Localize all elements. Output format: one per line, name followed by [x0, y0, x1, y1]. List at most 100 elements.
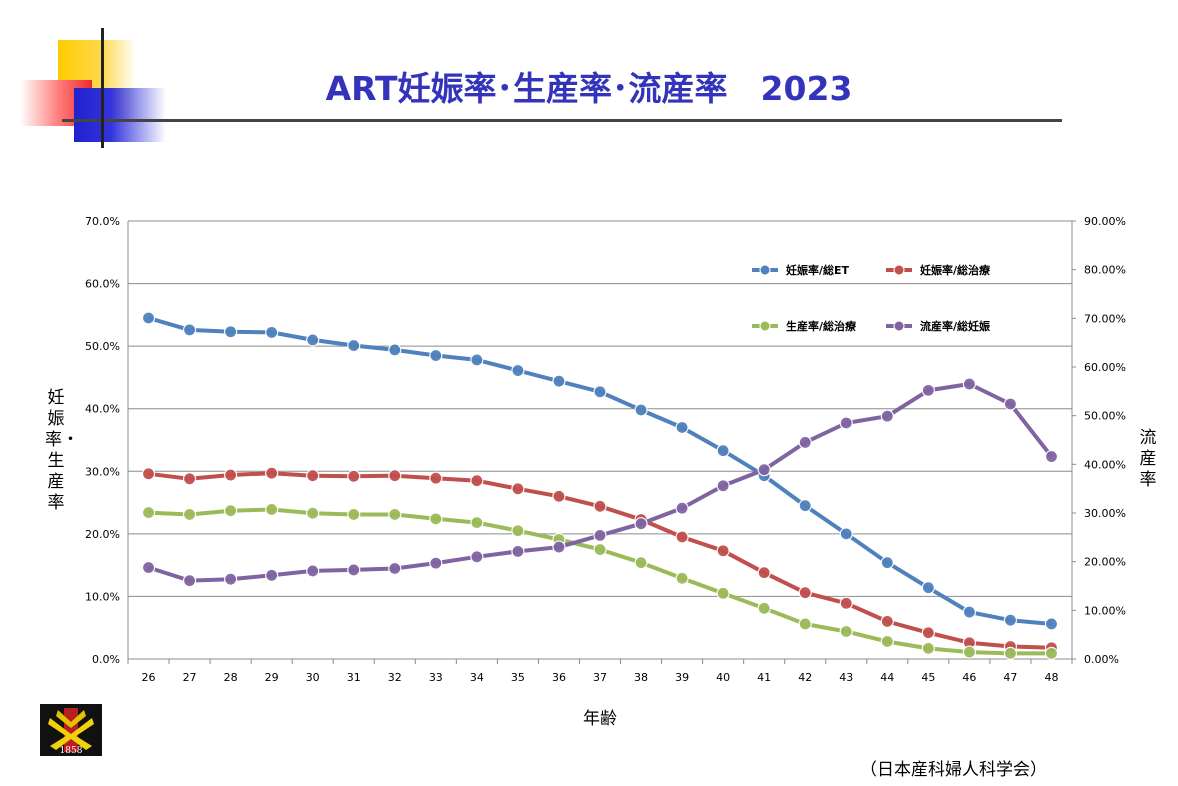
- data-point: [470, 515, 484, 530]
- y-right-tick-label: 30.00%: [1084, 507, 1126, 520]
- x-tick-label: 39: [675, 671, 689, 684]
- data-point: [634, 403, 648, 417]
- y-right-tick-label: 40.00%: [1084, 458, 1126, 471]
- data-point: [511, 482, 525, 496]
- data-point: [839, 596, 853, 610]
- y-right-tick-label: 0.00%: [1084, 653, 1119, 666]
- data-point: [429, 348, 443, 363]
- data-point: [265, 325, 279, 339]
- legend-label: 生産率/総治療: [786, 319, 857, 333]
- series-0: [141, 311, 1059, 631]
- legend-swatch-marker: [759, 320, 771, 332]
- data-point: [552, 540, 566, 554]
- x-tick-label: 40: [716, 671, 730, 684]
- data-point: [347, 469, 361, 483]
- data-point: [306, 333, 320, 347]
- y-right-tick-label: 50.00%: [1084, 410, 1126, 423]
- chart-axes: 0.0% 10.0% 20.0% 30.0% 40.0% 50.0% 60.0% 70.0% 0…: [85, 215, 1126, 684]
- y-left-tick-label: 70.0%: [85, 215, 120, 228]
- y-left-tick-label: 50.0%: [85, 340, 120, 353]
- source-note: （日本産科婦人科学会）: [860, 760, 1047, 780]
- data-point: [388, 561, 402, 576]
- data-point: [921, 641, 935, 655]
- data-point: [757, 566, 771, 580]
- data-point: [593, 385, 607, 399]
- data-point: [675, 501, 689, 515]
- data-point: [716, 479, 730, 493]
- data-point: [798, 435, 812, 450]
- x-tick-label: 26: [142, 671, 156, 684]
- data-point: [921, 383, 935, 397]
- data-point: [839, 624, 853, 639]
- x-tick-label: 38: [634, 671, 648, 684]
- data-point: [757, 463, 771, 477]
- data-point: [839, 527, 853, 541]
- data-point: [593, 542, 607, 557]
- data-point: [388, 507, 402, 522]
- data-point: [224, 325, 238, 339]
- data-point: [962, 605, 976, 619]
- logo-year: 1858: [60, 746, 83, 756]
- society-emblem-icon: 1858: [40, 704, 102, 756]
- data-point: [265, 502, 279, 517]
- data-point: [224, 468, 238, 482]
- legend-label: 妊娠率/総ET: [786, 263, 850, 277]
- data-point: [1003, 397, 1018, 411]
- data-point: [141, 505, 156, 520]
- x-tick-label: 30: [306, 671, 320, 684]
- x-tick-label: 36: [552, 671, 566, 684]
- data-point: [921, 626, 935, 640]
- data-point: [141, 467, 156, 481]
- x-tick-label: 42: [798, 671, 812, 684]
- data-point: [224, 504, 238, 518]
- x-tick-label: 37: [593, 671, 607, 684]
- data-point: [757, 601, 771, 615]
- data-point: [880, 556, 894, 570]
- data-point: [1003, 613, 1018, 627]
- data-point: [511, 363, 525, 378]
- data-point: [1003, 646, 1018, 660]
- series-2: [141, 502, 1059, 660]
- y-left-tick-label: 30.0%: [85, 465, 120, 478]
- data-point: [1044, 646, 1059, 660]
- data-point: [182, 574, 197, 588]
- x-tick-label: 28: [224, 671, 238, 684]
- data-point: [429, 556, 443, 570]
- data-point: [141, 560, 156, 575]
- data-point: [962, 377, 976, 391]
- y-right-tick-label: 60.00%: [1084, 361, 1126, 374]
- data-point: [306, 469, 320, 483]
- y-axis-right-label: 流産率: [1139, 428, 1157, 490]
- x-tick-label: 35: [511, 671, 525, 684]
- data-point: [511, 544, 525, 559]
- chart-series: [141, 311, 1059, 660]
- y-left-tick-label: 10.0%: [85, 590, 120, 603]
- x-tick-label: 48: [1044, 671, 1058, 684]
- data-point: [182, 472, 197, 486]
- legend-label: 流産率/総妊娠: [920, 319, 991, 333]
- data-point: [962, 645, 976, 659]
- data-point: [880, 614, 894, 629]
- x-axis-label: 年齢: [583, 709, 617, 729]
- data-point: [388, 343, 402, 357]
- data-point: [798, 586, 812, 600]
- data-point: [182, 323, 197, 337]
- data-point: [634, 517, 648, 531]
- x-tick-label: 31: [347, 671, 361, 684]
- legend-item: 流産率/総妊娠: [886, 319, 991, 333]
- data-point: [182, 507, 197, 522]
- legend-swatch-marker: [893, 320, 905, 332]
- x-tick-label: 44: [880, 671, 894, 684]
- data-point: [675, 420, 689, 435]
- legend-swatch-marker: [759, 264, 771, 276]
- series-3: [141, 377, 1059, 588]
- data-point: [265, 568, 279, 582]
- x-tick-label: 45: [921, 671, 935, 684]
- y-axis-left-label: 妊娠率・生産率: [45, 388, 79, 513]
- y-right-tick-label: 20.00%: [1084, 556, 1126, 569]
- data-point: [798, 499, 812, 513]
- data-point: [470, 353, 484, 367]
- data-point: [141, 311, 156, 325]
